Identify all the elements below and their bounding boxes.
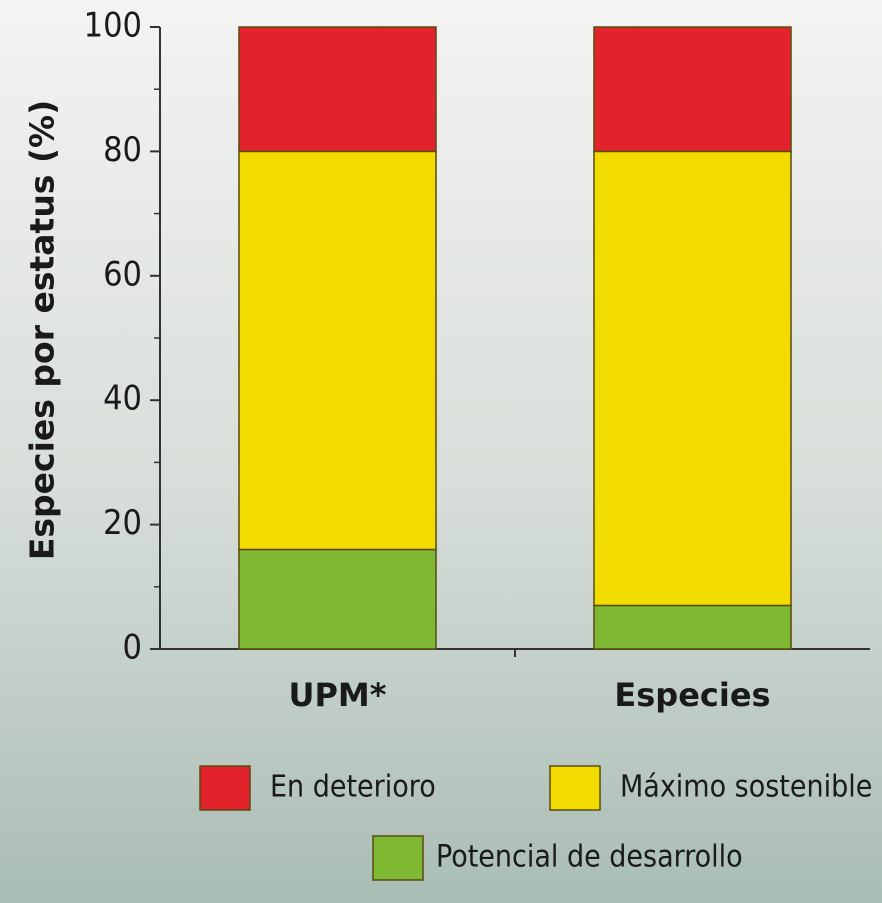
bar-segment xyxy=(238,548,437,650)
x-tick-label: Especies xyxy=(614,676,770,714)
y-tick-label: 100 xyxy=(84,6,142,46)
y-tick-label: 80 xyxy=(103,130,142,170)
x-tick-label: UPM* xyxy=(288,676,386,714)
y-tick-label: 60 xyxy=(103,254,142,294)
bar-segment xyxy=(593,26,792,153)
legend-label: Potencial de desarrollo xyxy=(436,840,743,875)
bar-segment xyxy=(238,26,437,153)
bar-segment xyxy=(238,150,437,551)
bar-segment xyxy=(593,604,792,650)
y-tick-label: 40 xyxy=(103,379,142,419)
y-tick-label: 20 xyxy=(103,503,142,543)
legend-label: Máximo sostenible xyxy=(620,770,872,805)
legend-swatch xyxy=(199,765,251,811)
legend-label: En deterioro xyxy=(270,770,436,805)
bar-segment xyxy=(593,150,792,607)
y-axis-label: Especies por estatus (%) xyxy=(23,100,62,560)
y-tick-label: 0 xyxy=(123,628,142,668)
legend-swatch xyxy=(372,835,424,881)
legend-swatch xyxy=(549,765,601,811)
